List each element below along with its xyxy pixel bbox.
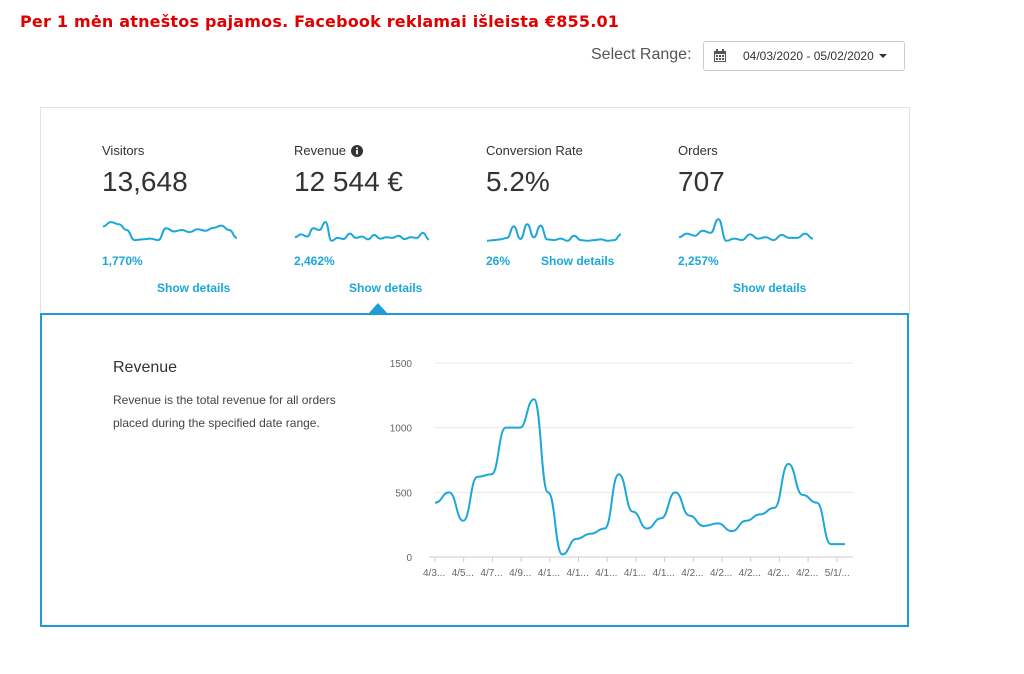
metric-change: 2,257%	[678, 254, 719, 268]
data-point[interactable]	[430, 498, 440, 508]
calendar-icon	[714, 49, 726, 62]
data-point[interactable]	[571, 534, 581, 544]
revenue-detail-panel: Revenue Revenue is the total revenue for…	[40, 313, 909, 627]
page-headline: Per 1 mėn atneštos pajamos. Facebook rek…	[20, 12, 620, 31]
data-point[interactable]	[699, 521, 709, 531]
data-point[interactable]	[642, 524, 652, 534]
sparkline	[294, 221, 430, 242]
x-tick-label: 4/3...	[423, 568, 445, 579]
y-tick-label: 1500	[390, 359, 413, 370]
sparkline	[678, 218, 814, 242]
x-tick-label: 4/1...	[624, 568, 646, 579]
sparkline-series	[486, 223, 622, 242]
revenue-chart: 0 500 1000 1500 4/3... 4/5... 4/7... 4/9... 4/1.…	[390, 359, 853, 579]
metric-label: Visitors	[102, 143, 145, 158]
data-point[interactable]	[755, 509, 765, 519]
data-point[interactable]	[741, 516, 751, 526]
sparkline	[102, 221, 238, 242]
x-tick-label: 4/1...	[595, 568, 617, 579]
data-point[interactable]	[458, 516, 468, 526]
metric-label: Conversion Rate	[486, 143, 583, 158]
revenue-series-line	[434, 398, 845, 556]
sparkline-series	[294, 221, 430, 242]
data-point[interactable]	[628, 507, 638, 517]
data-point[interactable]	[543, 487, 553, 497]
x-tick-label: 4/1...	[538, 568, 560, 579]
metric-value: 5.2%	[486, 166, 550, 197]
metrics-panel: Visitors 13,648 1,770% Revenue 12 544 € …	[40, 107, 910, 315]
metric-label: Orders	[678, 143, 718, 158]
data-point[interactable]	[713, 518, 723, 528]
data-point[interactable]	[798, 490, 808, 500]
y-tick-label: 500	[395, 488, 412, 499]
x-tick-label: 4/5...	[452, 568, 474, 579]
x-tick-label: 4/2...	[710, 568, 732, 579]
metric-value: 12 544 €	[294, 166, 403, 197]
active-metric-pointer	[369, 303, 387, 313]
data-point[interactable]	[529, 394, 539, 404]
show-details-revenue[interactable]: Show details	[349, 281, 423, 295]
data-point[interactable]	[487, 469, 497, 479]
data-point[interactable]	[586, 529, 596, 539]
data-point[interactable]	[727, 526, 737, 536]
x-tick-label: 4/2...	[767, 568, 789, 579]
info-icon[interactable]	[351, 144, 364, 157]
data-point[interactable]	[670, 487, 680, 497]
x-tick-label: 4/2...	[681, 568, 703, 579]
date-range-value: 04/03/2020 - 05/02/2020	[743, 49, 874, 63]
sparkline-series	[678, 218, 814, 242]
metric-label: Revenue	[294, 143, 364, 158]
metric-value: 13,648	[102, 166, 188, 197]
data-point[interactable]	[472, 472, 482, 482]
data-point[interactable]	[557, 549, 567, 559]
x-tick-label: 4/9...	[509, 568, 531, 579]
x-tick-label: 4/2...	[739, 568, 761, 579]
y-tick-label: 0	[406, 553, 412, 564]
detail-description: Revenue is the total revenue for all ord…	[113, 393, 336, 430]
data-point[interactable]	[812, 498, 822, 508]
data-point[interactable]	[769, 503, 779, 513]
data-point[interactable]	[614, 469, 624, 479]
data-point[interactable]	[840, 539, 850, 549]
data-point[interactable]	[684, 511, 694, 521]
chevron-down-icon	[878, 54, 887, 58]
data-point[interactable]	[515, 423, 525, 433]
x-tick-label: 4/1...	[567, 568, 589, 579]
range-label: Select Range:	[591, 46, 692, 63]
show-details-visitors[interactable]: Show details	[157, 281, 231, 295]
date-range-picker[interactable]: 04/03/2020 - 05/02/2020	[703, 41, 905, 71]
show-details-conversion-rate[interactable]: Show details	[541, 254, 615, 268]
sparkline-series	[102, 221, 238, 242]
metric-change: 1,770%	[102, 254, 143, 268]
show-details-orders[interactable]: Show details	[733, 281, 807, 295]
y-tick-label: 1000	[390, 424, 413, 435]
detail-title: Revenue	[113, 359, 178, 376]
x-tick-label: 4/2...	[796, 568, 818, 579]
metric-change: 2,462%	[294, 254, 335, 268]
x-tick-label: 4/7...	[480, 568, 502, 579]
metric-change: 26%	[486, 254, 511, 268]
x-tick-label: 5/1/...	[825, 568, 850, 579]
metric-value: 707	[678, 166, 725, 197]
data-point[interactable]	[783, 459, 793, 469]
x-tick-label: 4/1...	[653, 568, 675, 579]
data-point[interactable]	[444, 487, 454, 497]
data-point[interactable]	[600, 524, 610, 534]
data-point[interactable]	[501, 423, 511, 433]
data-point[interactable]	[656, 513, 666, 523]
sparkline	[486, 223, 622, 242]
data-point[interactable]	[826, 539, 836, 549]
